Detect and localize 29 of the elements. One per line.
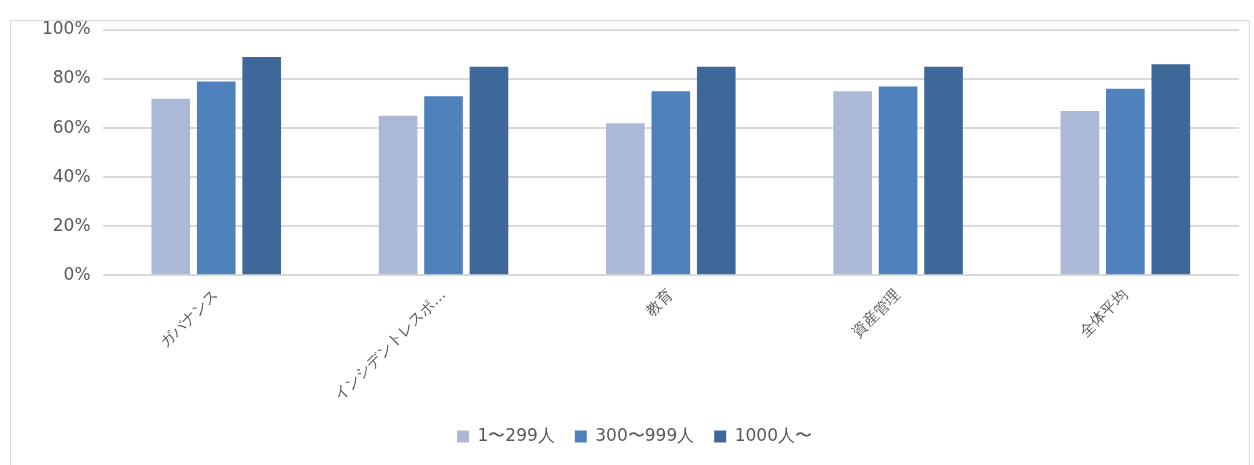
legend-label: 1000人〜 xyxy=(734,424,812,445)
y-tick-label: 80% xyxy=(52,67,91,88)
bar xyxy=(196,81,236,275)
legend-label: 300〜999人 xyxy=(595,424,695,445)
y-tick-label: 20% xyxy=(52,214,91,235)
y-tick-label: 0% xyxy=(63,263,91,284)
bar xyxy=(469,66,509,275)
bar xyxy=(1151,64,1191,275)
legend-label: 1〜299人 xyxy=(477,424,555,445)
bar xyxy=(151,98,191,275)
x-tick-label: インシデントレスポ… xyxy=(330,285,450,405)
x-tick-label: 資産管理 xyxy=(848,285,904,341)
bar xyxy=(833,91,872,275)
bar xyxy=(378,115,418,275)
bar xyxy=(696,66,736,275)
y-tick-label: 60% xyxy=(52,116,91,137)
x-tick-label: 教育 xyxy=(642,285,677,320)
y-tick-label: 100% xyxy=(41,18,91,39)
bar xyxy=(651,91,691,275)
bar xyxy=(878,86,918,275)
x-tick-label: ガバナンス xyxy=(156,285,222,352)
bar xyxy=(1106,88,1145,275)
bar xyxy=(924,66,963,275)
bar xyxy=(424,96,463,275)
x-tick-label: 全体平均 xyxy=(1075,285,1131,341)
bar xyxy=(1060,110,1100,275)
bar xyxy=(606,123,645,275)
y-tick-label: 40% xyxy=(52,165,91,186)
bar xyxy=(242,56,282,275)
